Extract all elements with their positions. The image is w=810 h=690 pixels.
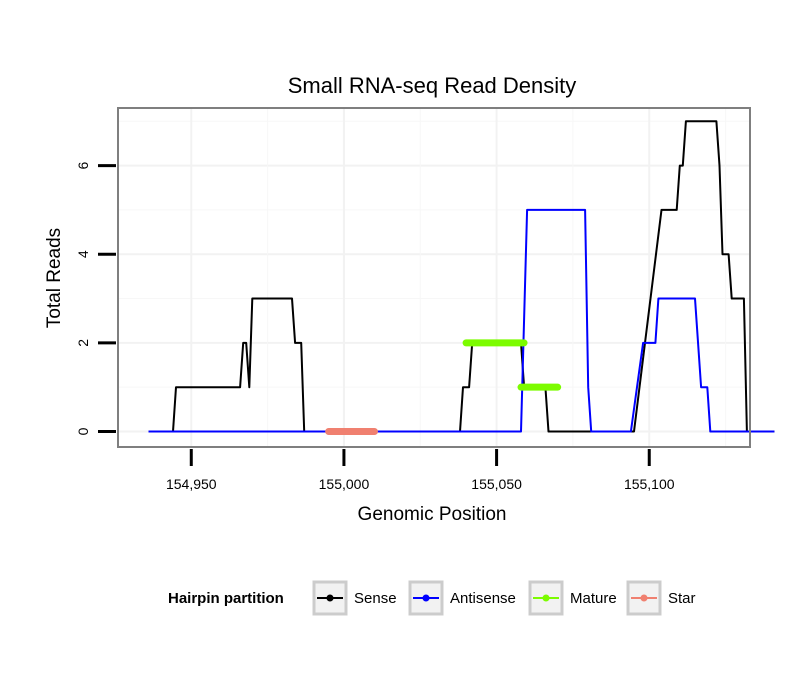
grid-lines	[118, 108, 750, 447]
y-tick-label: 6	[75, 162, 91, 170]
x-tick-label: 155,050	[471, 476, 522, 492]
legend-label-antisense: Antisense	[450, 590, 516, 607]
plot-border	[117, 107, 751, 448]
legend-point-mature	[542, 594, 550, 602]
legend-point-sense	[326, 594, 334, 602]
legend-label-sense: Sense	[354, 590, 397, 607]
series-lines	[148, 120, 775, 435]
legend: Hairpin partition Sense Antisense Mature St…	[168, 580, 696, 616]
legend-point-antisense	[422, 594, 430, 602]
y-tick-label: 4	[75, 250, 91, 258]
y-axis: 0 2 4 6	[75, 162, 116, 435]
x-tick-label: 154,950	[166, 476, 217, 492]
antisense-series-line	[148, 208, 775, 433]
legend-point-star	[640, 594, 648, 602]
x-tick-label: 155,100	[624, 476, 675, 492]
y-axis-label: Total Reads	[44, 228, 65, 328]
x-axis-label: Genomic Position	[358, 504, 507, 525]
legend-title: Hairpin partition	[168, 590, 284, 607]
plot-panel	[118, 108, 750, 447]
y-tick-label: 2	[75, 339, 91, 347]
legend-label-star: Star	[668, 590, 696, 607]
chart-title: Small RNA-seq Read Density	[288, 73, 577, 98]
y-tick-label: 0	[75, 427, 91, 435]
x-axis: 154,950 155,000 155,050 155,100	[166, 449, 675, 492]
legend-label-mature: Mature	[570, 590, 617, 607]
x-tick-label: 155,000	[319, 476, 370, 492]
